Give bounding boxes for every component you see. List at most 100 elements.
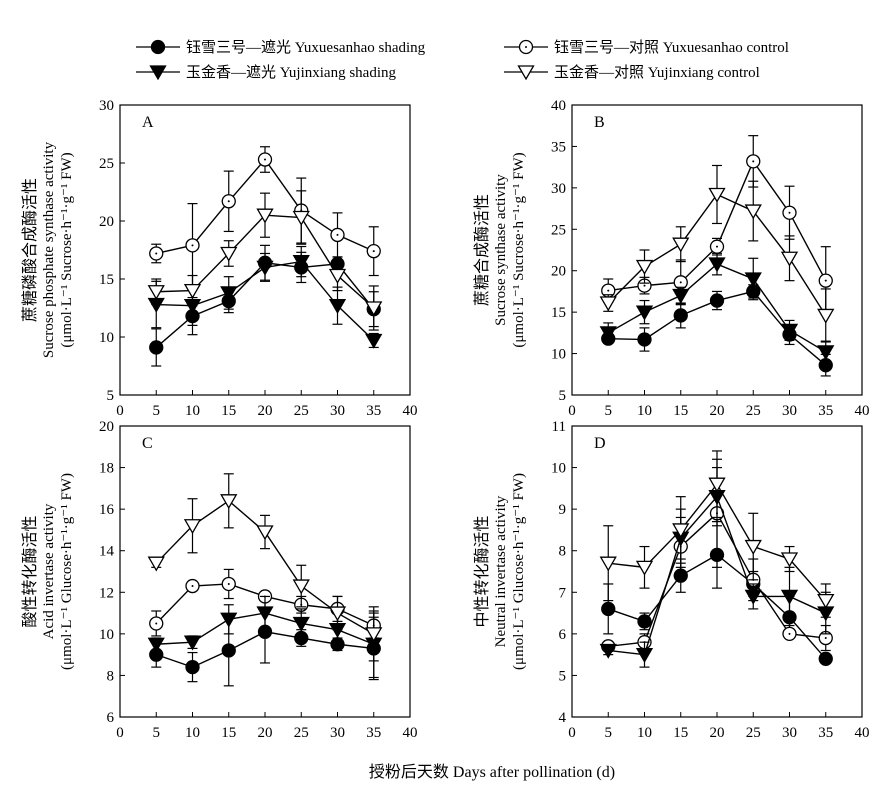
data-point (220, 286, 238, 302)
series-3 (147, 473, 383, 662)
data-point (292, 254, 310, 270)
x-tick-label: 15 (221, 403, 236, 419)
data-point-dot (191, 244, 194, 247)
data-point (256, 525, 274, 541)
x-tick-label: 25 (746, 403, 761, 419)
y-axis-title: 中性转化酶活性 (473, 515, 491, 627)
x-tick-label: 15 (673, 725, 688, 741)
data-point (256, 208, 274, 224)
y-axis-title: Sucrose phosphate synthase activity (41, 141, 57, 358)
x-tick-label: 20 (710, 403, 725, 419)
y-tick-label: 15 (551, 305, 566, 321)
data-point (818, 651, 833, 666)
y-axis-title: Neutral invertase activity (493, 495, 509, 647)
y-tick-label: 8 (107, 668, 115, 684)
data-point (599, 296, 617, 312)
x-tick-label: 25 (294, 725, 309, 741)
y-axis-title: Sucrose synthase activity (493, 174, 509, 326)
x-tick-label: 25 (746, 725, 761, 741)
legend-label: 钰雪三号—对照 Yuxuesanhao control (554, 39, 789, 56)
y-tick-label: 5 (107, 388, 115, 404)
data-point-dot (824, 637, 827, 640)
legend-item: 玉金香—对照 Yujinxiang control (504, 64, 760, 81)
y-tick-label: 20 (99, 214, 114, 230)
data-point (744, 539, 762, 555)
y-tick-label: 4 (559, 710, 567, 726)
data-point (708, 257, 726, 273)
x-tick-label: 15 (673, 403, 688, 419)
x-tick-label: 40 (403, 403, 418, 419)
data-point (365, 627, 383, 643)
panel-D: 4 5 6 7 8 9 10 11 0 5 10 15 20 25 30 35 40 D 中性转化酶活性 Neutra… (473, 419, 870, 741)
y-tick-label: 30 (99, 98, 114, 114)
data-point (365, 301, 383, 317)
x-tick-label: 20 (710, 725, 725, 741)
data-point (780, 552, 799, 568)
x-tick-label: 0 (116, 725, 124, 741)
data-point (635, 305, 654, 321)
y-axis-title: (μmol·L⁻¹ Glucose·h⁻¹·g⁻¹ FW) (511, 473, 527, 670)
x-tick-label: 0 (568, 725, 576, 741)
data-point-dot (155, 622, 158, 625)
y-tick-label: 15 (99, 272, 114, 288)
data-point (672, 237, 690, 253)
data-point (220, 246, 238, 262)
x-tick-label: 35 (366, 403, 381, 419)
data-point-dot (264, 158, 266, 161)
data-point (780, 251, 799, 267)
data-point (635, 560, 654, 576)
x-tick-label: 15 (221, 725, 236, 741)
data-point (744, 272, 762, 288)
x-tick-label: 20 (258, 403, 273, 419)
data-point (599, 643, 617, 659)
legend: 钰雪三号—遮光 Yuxuesanhao shading 钰雪三号—对照 Yuxue… (136, 39, 789, 81)
series-0 (601, 284, 833, 377)
data-point (672, 523, 690, 539)
x-tick-label: 5 (605, 403, 613, 419)
y-tick-label: 8 (559, 544, 567, 560)
data-point-dot (372, 250, 375, 253)
x-axis-title: 授粉后天数 Days after pollination (d) (369, 763, 615, 781)
legend-label: 玉金香—对照 Yujinxiang control (554, 64, 760, 81)
y-tick-label: 7 (559, 585, 567, 601)
data-point (149, 340, 164, 355)
y-tick-label: 35 (551, 139, 566, 155)
series-3 (599, 164, 835, 343)
x-tick-label: 40 (855, 725, 870, 741)
data-point (672, 288, 690, 304)
y-tick-label: 10 (99, 627, 114, 643)
data-point (183, 635, 202, 651)
data-point-dot (788, 632, 791, 635)
series-2 (599, 252, 835, 364)
data-point (780, 589, 799, 605)
y-tick-label: 5 (559, 388, 567, 404)
data-point (817, 308, 835, 324)
y-tick-label: 14 (99, 544, 115, 560)
x-tick-label: 30 (330, 725, 345, 741)
y-tick-label: 25 (99, 156, 114, 172)
x-tick-label: 10 (185, 403, 200, 419)
data-point (744, 204, 762, 220)
y-tick-label: 11 (552, 419, 566, 435)
x-tick-label: 40 (855, 403, 870, 419)
data-point-dot (824, 279, 827, 282)
legend-marker (517, 65, 535, 81)
data-point (292, 616, 310, 632)
data-point (256, 260, 274, 276)
panel-letter: D (594, 435, 606, 452)
y-axis-title: 蔗糖合成酶活性 (473, 194, 491, 306)
data-point (183, 519, 202, 535)
data-point (328, 299, 347, 314)
series-3 (147, 190, 383, 331)
data-point (365, 333, 383, 349)
y-tick-label: 25 (551, 222, 566, 238)
data-point (328, 268, 347, 284)
plot-frame (119, 425, 411, 718)
data-point (635, 647, 654, 663)
data-point (673, 308, 688, 323)
x-tick-label: 10 (185, 725, 200, 741)
x-tick-label: 35 (818, 725, 833, 741)
y-axis-title: Acid invertase activity (41, 503, 57, 639)
